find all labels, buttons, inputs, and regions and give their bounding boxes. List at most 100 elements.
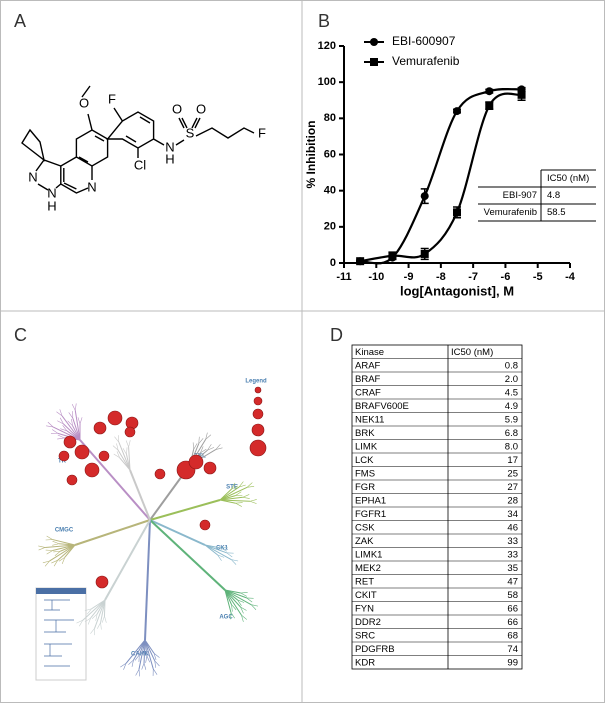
hit-circle (253, 396, 263, 406)
hit-circle (124, 426, 136, 438)
data-point (356, 257, 365, 266)
table-cell: 46 (507, 522, 518, 533)
group-label: CAMK (131, 652, 150, 658)
branch (61, 557, 66, 564)
branch (135, 669, 140, 676)
branch (120, 663, 127, 668)
branch (224, 589, 241, 608)
branch (128, 447, 131, 471)
branch (215, 447, 223, 450)
branch (235, 491, 242, 496)
branch (129, 469, 151, 521)
hit-circle (203, 461, 217, 475)
hit-circle (254, 386, 262, 394)
branch (68, 412, 74, 419)
branch (235, 502, 243, 504)
branch (79, 439, 151, 521)
branch (52, 543, 60, 546)
branch (56, 411, 63, 417)
branch (204, 544, 232, 560)
table-cell: NEK11 (355, 414, 384, 425)
branch (200, 446, 204, 453)
branch (231, 559, 239, 562)
branch (52, 540, 60, 545)
branch (207, 444, 212, 451)
branch (242, 496, 250, 499)
legend-label: EBI-600907 (392, 34, 456, 48)
table-cell: EPHA1 (355, 495, 386, 506)
branch (123, 663, 127, 670)
branch (46, 425, 54, 428)
branch (240, 592, 248, 597)
branch (237, 599, 245, 603)
branch (87, 617, 91, 625)
inset-cell: 58.5 (547, 207, 566, 218)
branch (100, 622, 102, 630)
branch (143, 662, 147, 670)
data-point (420, 249, 429, 258)
branch (219, 486, 240, 501)
y-tick-label: 100 (318, 76, 336, 88)
y-axis-label: % Inhibition (304, 121, 318, 189)
inset-cell: IC50 (nM) (547, 173, 589, 184)
branch (61, 415, 81, 441)
atom: O (196, 101, 206, 116)
branch (74, 519, 151, 546)
y-tick-label: 60 (324, 148, 336, 160)
branch (246, 597, 253, 603)
table-cell: FMS (355, 468, 375, 479)
table-cell: 33 (507, 549, 518, 560)
legend-label: Vemurafenib (392, 54, 460, 68)
branch (231, 559, 237, 565)
inset-cell: 4.8 (547, 190, 560, 201)
branch (154, 660, 157, 668)
branch (235, 502, 242, 507)
hit-circle (249, 439, 267, 457)
branch (193, 443, 198, 450)
table-cell: SRC (355, 630, 375, 641)
branch (242, 494, 250, 498)
inset-cell: EBI-907 (503, 190, 537, 201)
data-point (485, 101, 494, 110)
branch (153, 653, 157, 660)
panel-label: B (318, 11, 330, 31)
branch (217, 554, 225, 558)
branch (144, 519, 151, 641)
hit-circle (95, 575, 109, 589)
branch (224, 589, 242, 616)
atom: N (47, 185, 56, 200)
branch (250, 604, 257, 610)
branch (128, 659, 134, 665)
x-tick-label: -10 (368, 271, 384, 283)
branch (47, 421, 54, 428)
branch (133, 639, 146, 661)
table-cell: CRAF (355, 387, 381, 398)
hit-circle (107, 410, 123, 426)
table-cell: 4.9 (505, 401, 518, 412)
branch (149, 519, 226, 591)
atom: O (172, 101, 182, 116)
branch (100, 599, 106, 623)
data-point (453, 208, 461, 217)
x-tick-label: -7 (468, 271, 478, 283)
branch (224, 589, 252, 606)
branch (143, 639, 146, 664)
panel-label: A (14, 11, 26, 31)
branch (58, 557, 65, 562)
group-label: AGC (219, 615, 233, 621)
branch (217, 554, 222, 561)
branch (67, 420, 73, 427)
branch (131, 659, 134, 667)
table-cell: 27 (507, 482, 518, 493)
table-cell: 8.0 (505, 441, 518, 452)
table-cell: LIMK1 (355, 549, 382, 560)
branch (76, 619, 83, 624)
atom: N (28, 169, 37, 184)
branch (90, 599, 106, 619)
branch (144, 639, 156, 662)
inset-cell: Vemurafenib (484, 207, 537, 218)
branch (224, 589, 232, 613)
branch (38, 545, 46, 548)
branch (57, 437, 65, 440)
branch (219, 499, 250, 502)
